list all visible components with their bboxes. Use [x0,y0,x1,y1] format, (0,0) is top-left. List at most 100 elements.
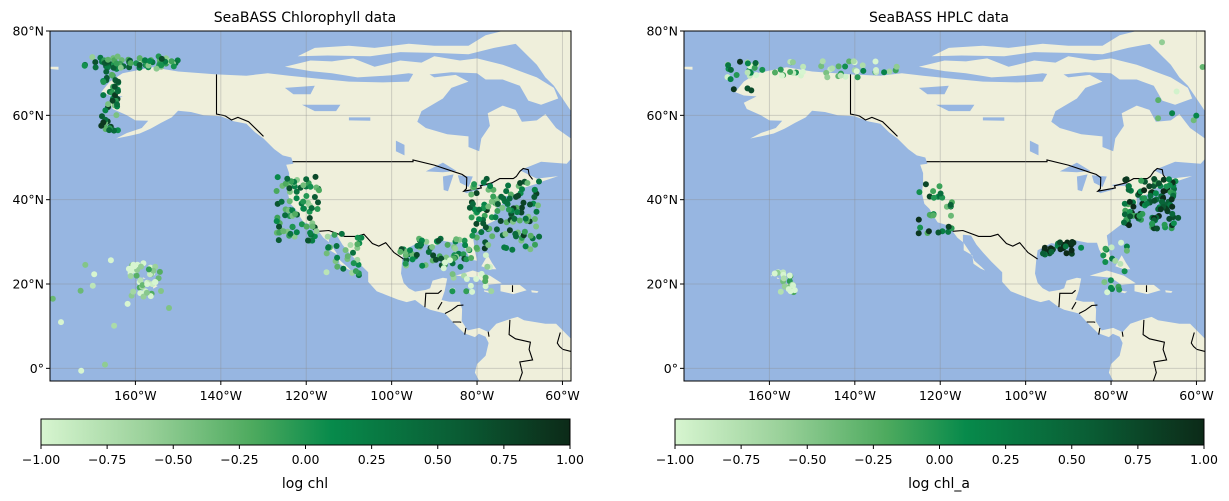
x-tick-label: 160°W [114,388,156,403]
data-point [100,79,107,85]
panel-title: SeaBASS Chlorophyll data [214,10,396,26]
data-point [473,220,480,227]
data-point [853,68,860,75]
data-point [846,58,853,65]
data-point [1159,39,1165,46]
data-point [503,245,510,251]
data-point [1138,177,1145,184]
data-point [1068,240,1075,246]
data-point [136,62,143,68]
land-polygon [735,66,1205,381]
data-point [799,68,806,75]
colorbar-tick-label: 0.00 [292,452,320,467]
map-panel-hplc: SeaBASS HPLC data 160°W 140°W 120°W 100°W 80… [646,10,1217,492]
data-point [352,268,359,275]
map-axes: 160°W 140°W 120°W 100°W 80°W 60°W 0° 20°N 40°N 60… [12,24,579,404]
data-point [130,288,137,295]
data-point [922,181,929,188]
data-point [790,282,797,289]
data-point [519,186,525,193]
x-tick-label: 100°W [1004,388,1046,403]
data-point [509,246,516,253]
country-border [1121,331,1124,337]
data-point [752,60,759,66]
map-frame [49,30,572,382]
data-point [309,237,316,244]
data-point [409,256,416,263]
colorbar-tick-label: −0.75 [88,452,126,467]
data-point [881,69,888,76]
data-point [133,272,140,279]
data-point [137,277,144,284]
data-point [276,223,282,230]
data-point [753,72,760,78]
data-point [527,201,533,208]
map-panel-chlorophyll: SeaBASS Chlorophyll data 160°W 140°W 120°W… [12,10,583,492]
data-point [91,271,98,278]
data-point [138,263,144,270]
data-point [527,246,534,253]
lake-polygon [936,104,975,112]
data-point [292,211,299,217]
data-point [1146,183,1153,190]
data-point [156,268,163,275]
data-point [100,119,107,126]
data-point [1108,284,1114,291]
data-point [819,58,826,65]
data-point [771,270,778,277]
data-point [1057,239,1063,246]
data-point [473,276,480,282]
data-point [136,55,143,62]
data-point [1126,222,1132,229]
land-polygon [918,56,1193,105]
data-point [518,209,525,216]
data-point [461,237,468,244]
data-point [1127,213,1134,220]
data-point [282,180,289,187]
data-point [482,252,489,259]
data-point [89,54,96,61]
data-point [305,237,311,244]
lake-polygon [918,85,949,95]
data-point [1170,220,1177,227]
data-point [517,180,524,186]
lake-polygon [982,117,1005,121]
country-border [1190,332,1205,353]
x-tick-label: 140°W [834,388,876,403]
data-point [1151,176,1158,182]
data-point [273,188,280,194]
data-point [1126,198,1133,205]
data-point [298,221,305,228]
country-border [1142,319,1168,381]
data-point [1102,245,1109,252]
data-point [777,288,784,295]
scatter-points [50,53,543,374]
data-point [114,53,121,60]
data-point [334,254,341,261]
data-point [312,173,319,180]
island-polygon [135,106,140,111]
data-point [915,230,922,237]
x-tick-label: 80°W [1094,388,1129,403]
data-point [800,63,807,70]
data-point [58,319,64,326]
data-point [1149,220,1156,227]
data-point [158,55,165,62]
country-border [444,304,464,314]
data-point [158,62,165,69]
data-point [494,201,501,207]
data-point [532,241,538,248]
country-border [952,229,1038,260]
data-point [730,86,737,93]
data-point [139,282,146,289]
data-point [402,260,409,267]
data-point [82,261,89,268]
lake-polygon [1076,174,1088,192]
data-point [948,212,954,219]
data-point [153,65,160,72]
data-point [111,83,118,90]
x-tick-label: 120°W [919,388,961,403]
data-point [478,270,485,277]
data-point [1100,252,1107,259]
data-point [453,236,460,243]
